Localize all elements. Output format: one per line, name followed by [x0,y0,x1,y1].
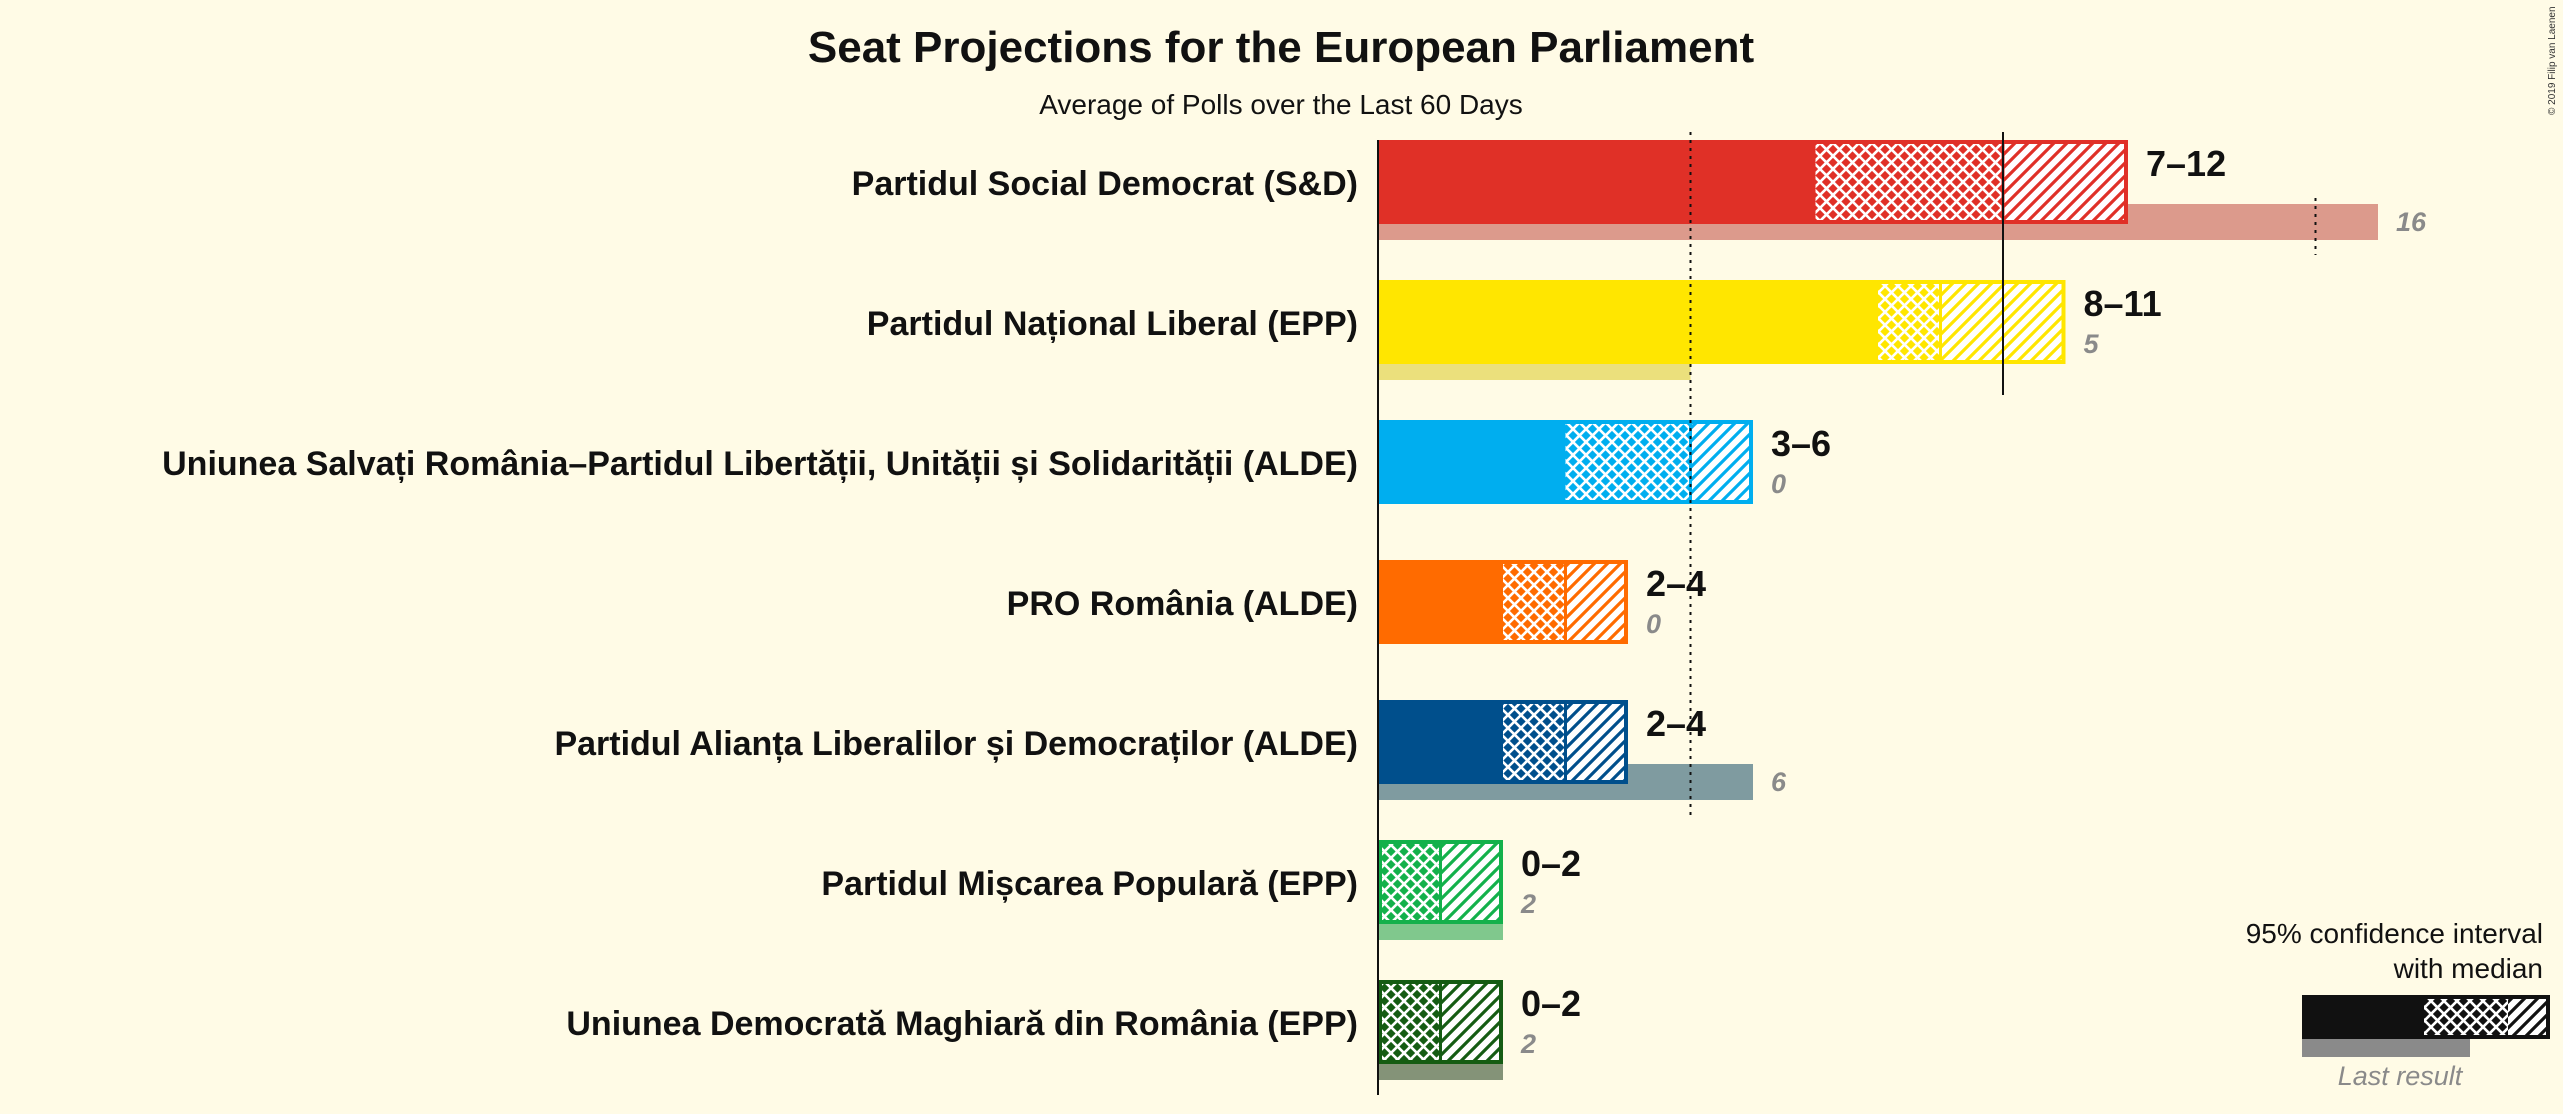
last-result-label: 0 [1771,469,1786,499]
chart-subtitle: Average of Polls over the Last 60 Days [1039,89,1523,120]
ci-outline [1378,700,1628,784]
party-row: Partidul Mișcarea Populară (EPP) 0–2 2 [821,840,1581,940]
ci-lower-half [1503,560,1566,644]
party-row: PRO România (ALDE) 2–4 0 [1007,560,1706,644]
ci-upper-half [1440,840,1503,924]
ci-solid-bar [1378,420,1566,504]
range-label: 2–4 [1646,703,1706,744]
last-result-label: 2 [1520,1029,1536,1059]
party-row: Uniunea Salvați România–Partidul Libertă… [162,420,1831,504]
last-result-label: 2 [1520,889,1536,919]
ci-outline [1378,420,1753,504]
ci-upper-half [1690,420,1753,504]
party-label: Uniunea Salvați România–Partidul Libertă… [162,445,1358,483]
last-result-label: 0 [1646,609,1661,639]
ci-lower-half [1503,700,1566,784]
ci-solid-bar [1378,280,1878,364]
chart-title: Seat Projections for the European Parlia… [808,23,1755,72]
party-row: Partidul Național Liberal (EPP) 8–11 5 [867,280,2162,380]
legend-outline [2302,995,2550,1039]
party-label: Partidul Național Liberal (EPP) [867,305,1358,343]
ci-solid-bar [1378,700,1503,784]
party-row: Partidul Alianța Liberalilor și Democraț… [554,700,1787,800]
last-result-label: 6 [1771,767,1787,797]
ci-outline [1378,280,2066,364]
range-label: 7–12 [2146,143,2226,184]
ci-lower-half [1378,980,1441,1064]
legend-line-2: with median [2393,953,2543,984]
legend-solid-bar [2302,995,2424,1039]
party-row: Partidul Social Democrat (S&D) 7–12 16 [852,140,2427,240]
legend: 95% confidence interval with median Last… [2246,918,2550,1091]
party-row: Uniunea Democrată Maghiară din România (… [566,980,1581,1080]
party-label: Partidul Social Democrat (S&D) [852,165,1358,203]
last-result-label: 16 [2396,207,2427,237]
legend-last-result-label: Last result [2338,1061,2464,1091]
party-label: Uniunea Democrată Maghiară din România (… [566,1005,1358,1043]
ci-solid-bar [1378,560,1503,644]
party-label: PRO România (ALDE) [1007,585,1358,623]
party-label: Partidul Mișcarea Populară (EPP) [821,865,1358,903]
range-label: 0–2 [1521,843,1581,884]
party-label: Partidul Alianța Liberalilor și Democraț… [554,725,1358,763]
ci-upper-half [1440,980,1503,1064]
range-label: 3–6 [1771,423,1831,464]
ci-upper-half [2003,140,2128,224]
ci-solid-bar [1378,140,1816,224]
legend-upper-half [2508,995,2548,1039]
range-label: 0–2 [1521,983,1581,1024]
legend-line-1: 95% confidence interval [2246,918,2543,949]
ci-lower-half [1565,420,1691,504]
last-result-label: 5 [2084,329,2100,359]
range-label: 2–4 [1646,563,1706,604]
ci-outline [1378,560,1628,644]
ci-upper-half [1565,560,1628,644]
bars-group: Partidul Social Democrat (S&D) 7–1216Part… [162,140,2427,1080]
ci-outline [1378,140,2128,224]
range-label: 8–11 [2084,283,2162,324]
ci-upper-half [1565,700,1628,784]
reference-lines [1689,132,2317,815]
ci-lower-half [1378,840,1441,924]
ci-lower-half [1815,140,2003,224]
ci-lower-half [1878,280,1941,364]
legend-lower-half [2424,995,2508,1039]
copyright-note: © 2019 Filip van Laenen [2547,6,2558,115]
